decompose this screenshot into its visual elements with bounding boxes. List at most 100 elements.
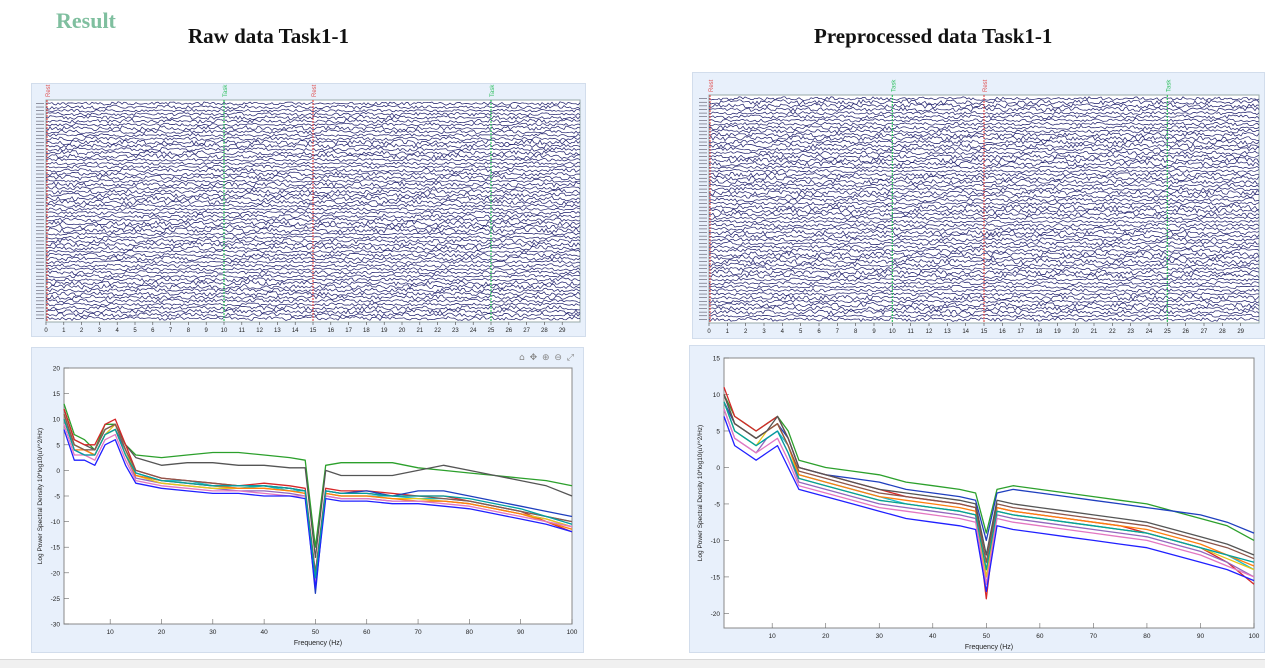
y-tick-label: 10 (713, 392, 721, 399)
x-tick-label: 11 (239, 328, 246, 334)
x-tick-label: 28 (1219, 329, 1226, 335)
raw-data-title: Raw data Task1-1 (188, 24, 350, 48)
x-tick-label: 15 (981, 329, 988, 335)
x-axis-label: Frequency (Hz) (294, 640, 342, 647)
x-tick-label: 6 (151, 328, 155, 334)
eeg-channel-trace (708, 219, 1260, 224)
y-tick-label: -30 (51, 622, 61, 629)
psd-series-line (63, 408, 573, 574)
y-tick-label: -10 (51, 519, 61, 526)
y-tick-label: -25 (51, 596, 61, 603)
x-tick-label: 25 (1164, 329, 1171, 335)
x-tick-label: 80 (466, 629, 474, 636)
y-axis-label: Log Power Spectral Density 10*log10(uV^2… (697, 425, 704, 561)
x-tick-label: 16 (327, 328, 334, 334)
event-marker-label: Task (490, 84, 496, 97)
x-tick-label: 70 (414, 629, 422, 636)
psd-series-line (723, 394, 1255, 556)
event-marker-label: Rest (983, 79, 989, 92)
x-tick-label: 16 (999, 329, 1006, 335)
y-tick-label: 5 (716, 428, 720, 435)
preprocessed-data-title: Preprocessed data Task1-1 (814, 24, 1053, 48)
psd-series-line (63, 429, 573, 589)
plot-toolbar-icons[interactable]: ⌂ ✥ ⊕ ⊖ ⤢ (519, 353, 575, 363)
x-tick-label: 20 (822, 633, 830, 640)
eeg-channel-trace (708, 237, 1260, 243)
x-tick-label: 4 (781, 329, 785, 335)
x-tick-label: 20 (158, 629, 166, 636)
x-tick-label: 10 (221, 328, 228, 334)
x-tick-label: 19 (381, 328, 388, 334)
x-tick-label: 21 (1091, 329, 1098, 335)
eeg-channel-trace (45, 270, 581, 276)
x-tick-label: 0 (44, 328, 48, 334)
eeg-channel-trace (708, 288, 1260, 293)
x-tick-label: 6 (817, 329, 821, 335)
psd-series-line (63, 403, 573, 548)
x-tick-label: 30 (876, 633, 884, 640)
result-label: Result (56, 8, 116, 33)
eeg-channel-trace (45, 108, 581, 113)
x-tick-label: 12 (256, 328, 263, 334)
y-tick-label: -5 (714, 501, 720, 508)
psd-series-line (723, 401, 1255, 571)
x-tick-label: 26 (505, 328, 512, 334)
x-tick-label: 18 (363, 328, 370, 334)
x-tick-label: 0 (707, 329, 711, 335)
event-marker-label: Rest (46, 84, 52, 97)
psd-series-line (723, 394, 1255, 563)
y-tick-label: 10 (53, 417, 61, 424)
eeg-channel-trace (45, 111, 581, 117)
x-tick-label: 14 (962, 329, 969, 335)
x-tick-label: 18 (1036, 329, 1043, 335)
x-tick-label: 20 (399, 328, 406, 334)
x-tick-label: 17 (345, 328, 352, 334)
y-tick-label: 0 (716, 465, 720, 472)
x-tick-label: 50 (983, 633, 991, 640)
psd-plot-area (723, 357, 1255, 629)
y-axis-label: Log Power Spectral Density 10*log10(uV^2… (37, 428, 44, 564)
x-tick-label: 40 (261, 629, 269, 636)
x-tick-label: 23 (1127, 329, 1134, 335)
x-tick-label: 23 (452, 328, 459, 334)
x-tick-label: 17 (1017, 329, 1024, 335)
x-tick-label: 25 (488, 328, 495, 334)
x-tick-label: 5 (799, 329, 803, 335)
x-tick-label: 29 (559, 328, 566, 334)
x-tick-label: 24 (470, 328, 477, 334)
x-tick-label: 3 (762, 329, 766, 335)
raw-psd-panel: ⌂ ✥ ⊕ ⊖ ⤢ 20 15 10 5 0 -5 -10 -15 -20 -25 -30 10 20 3… (31, 347, 584, 653)
x-tick-label: 27 (1201, 329, 1208, 335)
y-tick-label: -20 (51, 570, 61, 577)
psd-plot-area (63, 367, 573, 625)
x-tick-label: 1 (62, 328, 66, 334)
x-tick-label: 100 (567, 629, 578, 636)
event-marker-label: Task (891, 79, 897, 92)
eeg-channel-trace (708, 142, 1260, 149)
x-tick-label: 14 (292, 328, 299, 334)
eeg-channel-trace (708, 121, 1260, 127)
x-tick-label: 11 (908, 329, 915, 335)
y-tick-label: 20 (53, 366, 61, 373)
x-tick-label: 12 (926, 329, 933, 335)
x-tick-label: 22 (1109, 329, 1116, 335)
y-tick-label: 15 (713, 356, 721, 363)
x-tick-label: 27 (523, 328, 530, 334)
x-tick-label: 50 (312, 629, 320, 636)
psd-series-line (723, 408, 1255, 585)
x-tick-label: 4 (116, 328, 120, 334)
event-marker-label: Task (223, 84, 229, 97)
x-tick-label: 13 (274, 328, 281, 334)
y-tick-label: -10 (711, 538, 721, 545)
eeg-channel-trace (708, 131, 1260, 138)
x-tick-label: 60 (363, 629, 371, 636)
y-tick-label: 5 (56, 442, 60, 449)
x-tick-label: 30 (209, 629, 217, 636)
x-tick-label: 2 (80, 328, 84, 334)
x-tick-label: 9 (205, 328, 209, 334)
x-tick-label: 28 (541, 328, 548, 334)
x-tick-label: 22 (434, 328, 441, 334)
